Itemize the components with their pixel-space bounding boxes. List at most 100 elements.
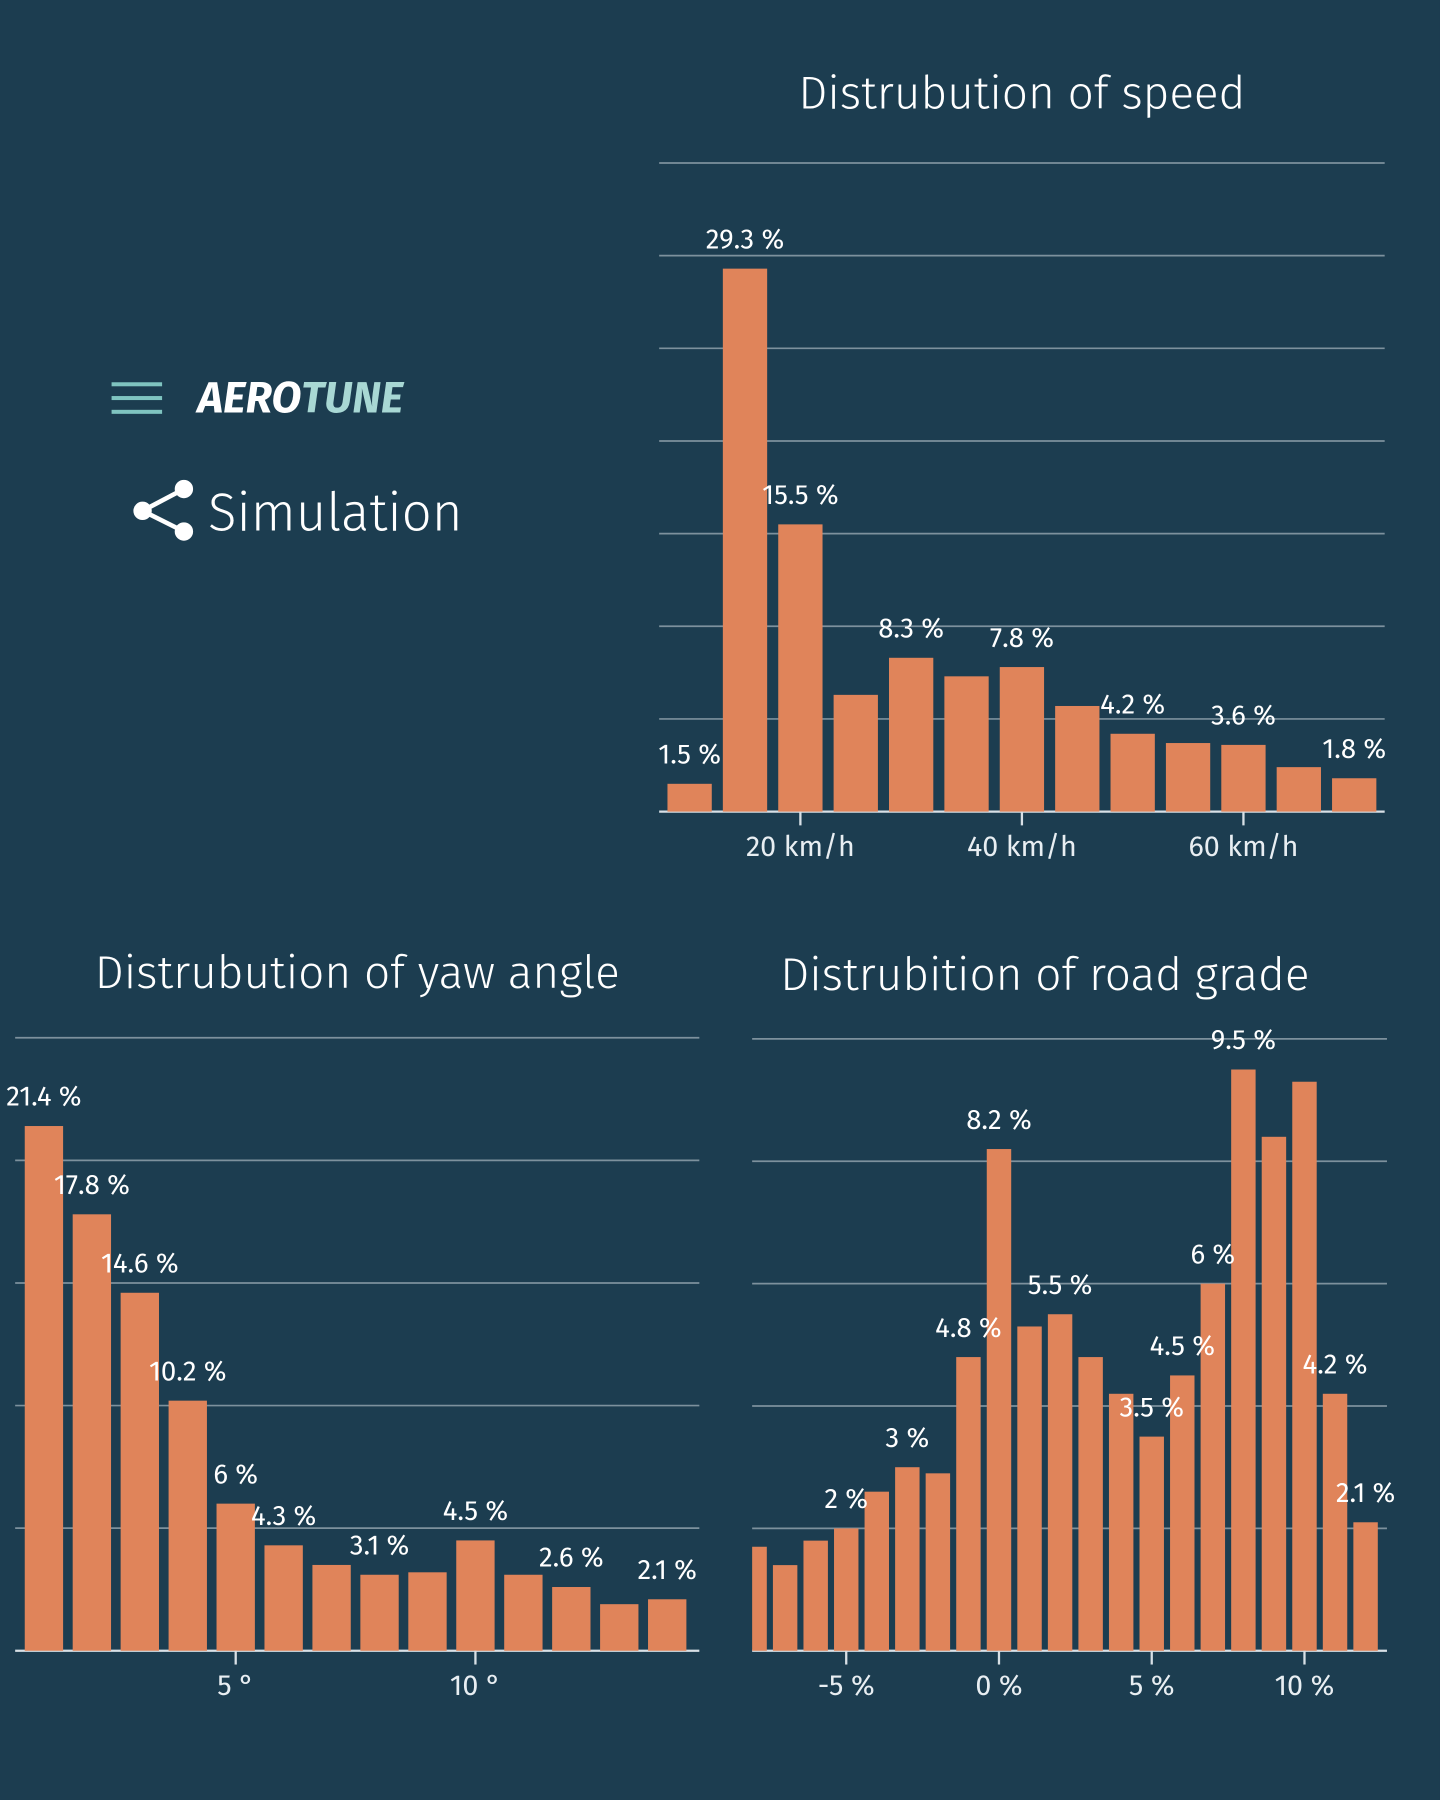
x-tick-label: 10 ° [450, 1668, 501, 1703]
value-label: 29.3 % [706, 223, 784, 256]
value-label: 15.5 % [762, 479, 838, 512]
bar [1110, 733, 1155, 812]
value-label: 14.6 % [101, 1247, 179, 1280]
nav-label: Simulation [208, 481, 463, 544]
value-label: 4.3 % [251, 1500, 316, 1533]
value-label: 2 % [824, 1483, 868, 1516]
bar [999, 667, 1045, 812]
value-label: 3.6 % [1211, 700, 1276, 733]
menu-line [111, 382, 163, 387]
x-tick-label: 20 km/h [746, 829, 855, 864]
x-tick-label: 5 % [1129, 1668, 1175, 1703]
bar [956, 1357, 981, 1651]
brand-logo[interactable]: AEROTUNE [195, 371, 405, 424]
bar [667, 783, 712, 812]
menu-line [111, 396, 163, 401]
bar [944, 676, 989, 812]
menu-line [111, 409, 163, 414]
value-label: 2.1 % [1336, 1477, 1395, 1510]
bar [1322, 1393, 1348, 1651]
chart-title: Distrubition of road grade [780, 948, 1309, 1003]
bar [1292, 1081, 1317, 1651]
x-tick-label: 60 km/h [1188, 829, 1298, 864]
bar [833, 694, 878, 812]
value-label: 8.2 % [966, 1104, 1031, 1137]
value-label: 1.8 % [1322, 733, 1386, 766]
value-label: 4.5 % [1150, 1330, 1215, 1363]
bar [752, 1546, 767, 1651]
x-tick-label: 10 % [1275, 1668, 1335, 1703]
bar [72, 1214, 112, 1651]
bar [168, 1400, 207, 1651]
bar [1047, 1314, 1073, 1651]
bar [722, 268, 768, 812]
bar [1332, 778, 1377, 812]
bars [667, 268, 1377, 812]
chart: Distrubition of road grade 2 % 3 % 4.8 % 8.2… [752, 948, 1395, 1703]
value-label: 3 % [885, 1422, 929, 1455]
bar [552, 1587, 591, 1651]
bar [1055, 705, 1100, 812]
bar [1261, 1136, 1287, 1651]
value-label: 1.5 % [658, 739, 721, 772]
x-tick-label: 5 ° [217, 1668, 254, 1703]
bar [1139, 1436, 1164, 1651]
bar [1200, 1283, 1226, 1651]
bar [778, 524, 823, 812]
value-label: 4.8 % [935, 1312, 1002, 1345]
bar [1017, 1326, 1042, 1651]
value-label: 17.8 % [54, 1169, 130, 1202]
chart: Distrubution of yaw angle 21.4 % 17.8 % 14.… [6, 946, 700, 1703]
value-label: 8.3 % [878, 613, 944, 646]
value-label: 4.2 % [1100, 688, 1165, 721]
bar [1231, 1069, 1256, 1651]
bar [1276, 767, 1321, 812]
bar [803, 1540, 828, 1651]
menu-button[interactable] [111, 382, 163, 414]
bar [772, 1565, 798, 1651]
bar [1170, 1375, 1195, 1651]
value-label: 6 % [213, 1458, 258, 1491]
bar [895, 1467, 920, 1651]
bar [456, 1540, 495, 1651]
bar [834, 1528, 859, 1651]
value-label: 4.2 % [1303, 1348, 1368, 1381]
bar [986, 1149, 1012, 1651]
bar [925, 1473, 951, 1651]
value-label: 21.4 % [6, 1081, 81, 1114]
bar [216, 1503, 255, 1651]
brand-second: TUNE [301, 371, 405, 424]
bar [312, 1564, 351, 1651]
share-icon [133, 479, 194, 541]
value-label: 4.5 % [443, 1495, 508, 1528]
value-label: 9.5 % [1211, 1024, 1276, 1057]
bar [504, 1574, 543, 1651]
x-tick-label: 0 % [975, 1668, 1022, 1703]
bar [600, 1604, 639, 1651]
chart: Distrubution of speed 1.5 % 29.3 % 15.5 % 8.… [658, 66, 1386, 863]
chart-title: Distrubution of yaw angle [95, 946, 620, 1001]
value-label: 7.8 % [990, 622, 1054, 655]
bars [24, 1126, 687, 1651]
chart-title: Distrubution of speed [798, 66, 1245, 121]
brand-first: AERO [195, 371, 301, 424]
bar [408, 1572, 447, 1651]
value-label: 10.2 % [149, 1355, 227, 1388]
bar [360, 1574, 399, 1651]
x-tick-label: -5 % [818, 1668, 875, 1703]
bar [888, 657, 934, 812]
bar [1078, 1357, 1103, 1651]
bars [752, 1069, 1378, 1651]
x-tick-label: 40 km/h [967, 829, 1077, 864]
bar [120, 1292, 159, 1651]
value-label: 3.5 % [1119, 1391, 1184, 1424]
value-label: 2.6 % [539, 1542, 604, 1575]
bar [1221, 744, 1266, 812]
bar [1108, 1393, 1134, 1651]
bar [24, 1126, 64, 1651]
value-label: 5.5 % [1028, 1269, 1093, 1302]
value-label: 2.1 % [637, 1554, 696, 1587]
nav-simulation[interactable]: Simulation [133, 479, 463, 544]
